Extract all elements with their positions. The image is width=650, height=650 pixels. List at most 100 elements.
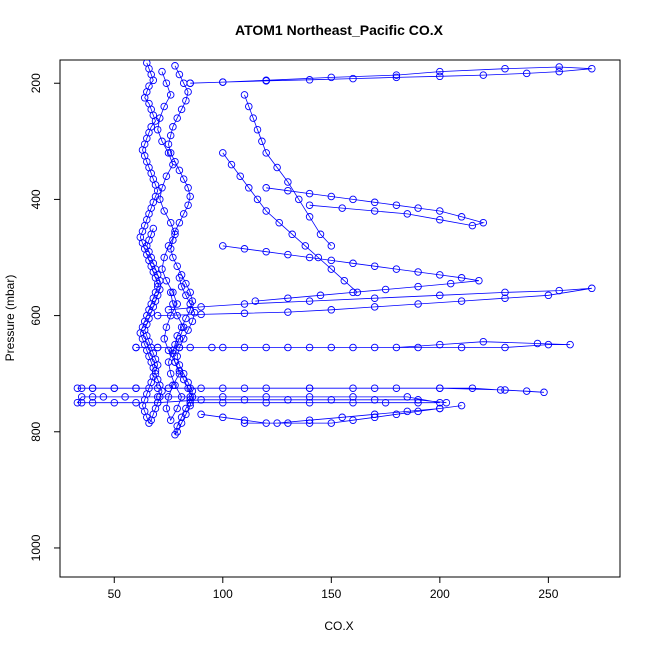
data-point	[475, 276, 483, 285]
data-point	[162, 404, 171, 413]
data-point	[295, 195, 303, 204]
data-point	[540, 388, 548, 397]
data-point	[160, 253, 168, 262]
data-point	[184, 201, 192, 209]
data-point	[284, 396, 292, 404]
data-point	[305, 398, 314, 407]
data-point	[370, 396, 379, 404]
series-layer	[73, 60, 596, 439]
data-point	[353, 288, 362, 297]
data-point	[414, 282, 422, 291]
data-point	[284, 250, 292, 259]
data-point	[544, 340, 553, 349]
data-point	[171, 230, 179, 239]
data-point	[288, 230, 296, 239]
data-point	[184, 184, 192, 192]
data-point	[338, 204, 346, 212]
data-point	[479, 71, 488, 79]
data-point	[240, 245, 249, 253]
data-point	[197, 310, 205, 319]
data-point	[370, 262, 379, 270]
data-point	[208, 343, 216, 352]
data-point	[414, 343, 422, 352]
data-point	[169, 300, 177, 308]
data-point	[188, 317, 197, 326]
data-point	[179, 323, 188, 331]
data-point	[158, 137, 166, 146]
series-line	[266, 187, 485, 227]
data-point	[479, 337, 488, 346]
data-point	[186, 393, 194, 401]
data-point	[219, 393, 227, 401]
data-point	[349, 288, 357, 297]
data-point	[179, 175, 188, 183]
data-point	[240, 300, 249, 308]
data-point	[305, 253, 314, 262]
data-point	[153, 393, 162, 401]
data-point	[175, 335, 184, 343]
data-point	[403, 393, 412, 401]
x-axis-label: CO.X	[324, 619, 353, 633]
data-point	[153, 125, 162, 134]
data-point	[240, 91, 249, 99]
data-point	[305, 76, 314, 84]
data-point	[162, 172, 171, 180]
data-point	[262, 207, 270, 215]
data-point	[370, 207, 379, 215]
data-point	[305, 297, 314, 305]
data-point	[253, 195, 262, 204]
data-point	[219, 149, 227, 157]
data-point	[327, 306, 336, 314]
data-point	[240, 309, 249, 318]
data-point	[370, 303, 379, 311]
data-point	[555, 67, 563, 76]
data-point	[349, 398, 357, 407]
data-point	[370, 413, 379, 422]
data-point	[219, 78, 227, 86]
data-point	[175, 218, 184, 227]
data-point	[392, 384, 401, 392]
data-point	[381, 285, 390, 294]
data-point	[140, 94, 149, 102]
data-point	[305, 393, 314, 401]
data-point	[164, 384, 173, 392]
data-point	[479, 218, 488, 227]
data-point	[566, 340, 574, 349]
data-point	[349, 416, 357, 424]
data-point	[160, 207, 168, 215]
data-point	[501, 294, 509, 302]
data-point	[284, 308, 292, 316]
x-tick-label: 200	[430, 587, 450, 601]
data-point	[338, 413, 346, 422]
data-point	[327, 265, 336, 273]
data-point	[436, 404, 444, 413]
data-point	[236, 172, 244, 180]
data-point	[327, 242, 336, 250]
data-point	[262, 398, 270, 407]
data-point	[327, 192, 336, 201]
series-line	[222, 245, 479, 302]
data-point	[153, 343, 162, 352]
series-line	[157, 71, 185, 422]
data-point	[219, 413, 227, 422]
data-point	[162, 79, 171, 87]
data-point	[305, 189, 314, 198]
data-point	[403, 407, 412, 416]
data-point	[110, 384, 119, 392]
data-point	[284, 186, 292, 195]
data-point	[544, 291, 553, 300]
data-point	[588, 284, 596, 293]
data-point	[436, 215, 444, 224]
x-axis: 50 100 150 200 250	[108, 577, 559, 601]
data-point	[173, 311, 181, 320]
data-point	[392, 201, 401, 209]
data-point	[169, 253, 177, 262]
data-point	[262, 76, 270, 85]
data-point	[182, 291, 190, 300]
data-point	[501, 288, 509, 297]
data-point	[164, 358, 173, 366]
data-point	[149, 224, 158, 233]
data-point	[370, 198, 379, 207]
data-point	[262, 247, 270, 256]
data-point	[160, 102, 168, 111]
